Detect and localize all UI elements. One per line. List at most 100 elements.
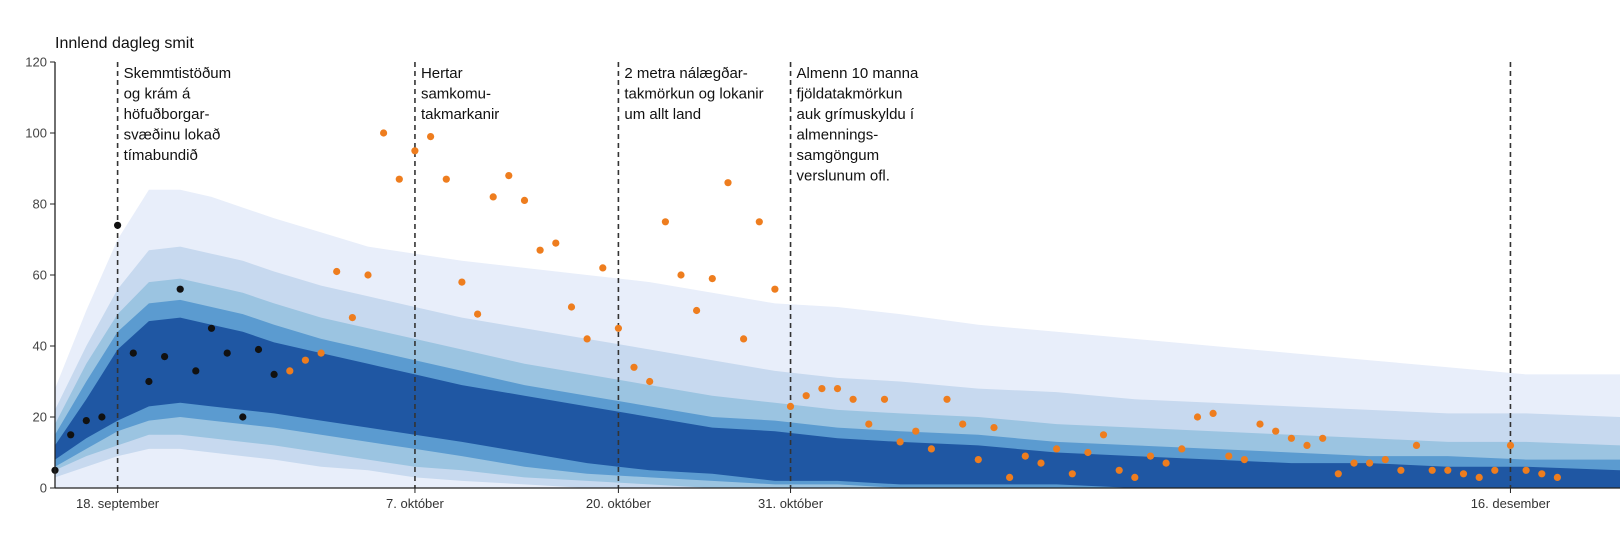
point-observed_after: [1553, 473, 1561, 481]
point-observed_before: [161, 353, 169, 361]
point-observed_before: [270, 370, 278, 378]
point-observed_after: [1506, 441, 1515, 449]
point-observed_after: [630, 363, 638, 371]
point-observed_after: [599, 264, 607, 272]
point-observed_after: [1006, 473, 1014, 481]
point-observed_before: [176, 285, 184, 293]
point-observed_after: [1397, 466, 1405, 474]
event-label-line: og krám á: [124, 86, 191, 103]
point-observed_after: [1084, 448, 1092, 457]
point-observed_after: [1272, 427, 1280, 435]
point-observed_after: [1162, 459, 1170, 467]
event-label-line: Almenn 10 manna: [797, 65, 919, 82]
event-label-line: Hertar: [421, 65, 463, 82]
point-observed_after: [1146, 452, 1155, 460]
event-label-line: verslunum ofl.: [797, 168, 890, 185]
point-observed_after: [1068, 470, 1076, 478]
point-observed_after: [990, 424, 998, 432]
point-observed_before: [98, 413, 106, 421]
point-observed_after: [1381, 456, 1389, 464]
point-observed_after: [786, 402, 795, 410]
event-label-line: tímabundið: [124, 147, 198, 164]
point-observed_after: [927, 445, 936, 453]
point-observed_after: [1240, 456, 1248, 464]
event-label-3: 2 metra nálægðar-takmörkun og lokanir um …: [624, 65, 763, 123]
point-observed_after: [286, 367, 294, 375]
point-observed_before: [192, 367, 200, 375]
y-tick-label: 40: [33, 339, 47, 354]
point-observed_after: [1053, 445, 1061, 453]
point-observed_after: [1538, 470, 1546, 478]
y-tick-label: 120: [25, 55, 47, 70]
point-observed_after: [1131, 473, 1139, 481]
point-observed_after: [505, 172, 513, 180]
event-label-4: Almenn 10 manna fjöldatakmörkun auk grímus…: [797, 65, 919, 185]
point-observed_after: [849, 395, 857, 403]
point-observed_after: [1475, 473, 1483, 481]
point-observed_before: [82, 417, 90, 425]
point-observed_after: [1522, 466, 1530, 474]
point-observed_after: [1256, 420, 1264, 428]
point-observed_after: [818, 385, 826, 393]
point-observed_after: [536, 246, 544, 254]
point-observed_after: [1225, 452, 1233, 460]
event-label-line: almennings-: [797, 127, 879, 144]
point-observed_after: [896, 438, 904, 446]
point-observed_after: [724, 179, 732, 187]
point-observed_after: [474, 310, 482, 318]
y-tick-label: 0: [40, 481, 47, 496]
point-observed_after: [380, 129, 388, 137]
point-observed_after: [301, 356, 309, 364]
event-label-line: auk grímuskyldu í: [797, 106, 915, 123]
point-observed_after: [1209, 409, 1217, 417]
point-observed_before: [254, 345, 263, 354]
y-tick-label: 80: [33, 197, 47, 212]
prediction-bands: [55, 189, 1620, 489]
point-observed_after: [1099, 431, 1108, 439]
x-tick-label: 18. september: [76, 496, 160, 511]
point-observed_after: [880, 395, 889, 403]
point-observed_before: [129, 349, 137, 357]
point-observed_after: [1319, 434, 1327, 442]
x-tick-label: 16. desember: [1471, 496, 1551, 511]
point-observed_after: [317, 349, 325, 357]
point-observed_after: [583, 335, 591, 343]
point-observed_after: [1366, 459, 1374, 467]
x-tick-label: 7. október: [386, 496, 444, 511]
point-observed_after: [567, 303, 576, 311]
point-observed_after: [1444, 466, 1452, 474]
point-observed_after: [458, 278, 466, 286]
point-observed_after: [708, 275, 716, 283]
observed-points: [51, 129, 1561, 481]
point-observed_after: [1287, 434, 1295, 442]
event-label-line: samkomu-: [421, 86, 491, 103]
y-tick-label: 100: [25, 126, 47, 141]
point-observed_after: [1491, 466, 1499, 474]
event-label-line: um allt land: [624, 106, 701, 123]
point-observed_before: [207, 324, 216, 332]
point-observed_after: [833, 385, 842, 393]
point-observed_after: [865, 420, 873, 428]
point-observed_after: [1334, 470, 1342, 478]
point-observed_after: [614, 324, 623, 332]
point-observed_after: [1115, 466, 1123, 474]
point-observed_before: [239, 413, 247, 421]
axes: 0 20 40 60 80 100 120 18. september 7. október 20…: [25, 55, 1620, 511]
event-label-line: 2 metra nálægðar-: [624, 65, 747, 82]
point-observed_after: [395, 175, 403, 183]
event-label-line: takmörkun og lokanir: [624, 86, 763, 103]
point-observed_after: [427, 133, 435, 141]
x-tick-label: 31. október: [758, 496, 824, 511]
point-observed_after: [1412, 441, 1421, 449]
event-label-1: Skemmtistöðum og krám á höfuðborgar-svæðin…: [124, 65, 232, 164]
point-observed_after: [1303, 441, 1311, 449]
x-tick-label: 20. október: [586, 496, 652, 511]
point-observed_after: [1459, 470, 1468, 478]
point-observed_after: [411, 147, 419, 155]
band-band4: [55, 299, 1620, 488]
point-observed_after: [755, 218, 763, 226]
event-label-2: Hertar samkomu-takmarkanir: [421, 65, 499, 123]
y-tick-label: 60: [33, 268, 47, 283]
point-observed_after: [552, 239, 560, 247]
